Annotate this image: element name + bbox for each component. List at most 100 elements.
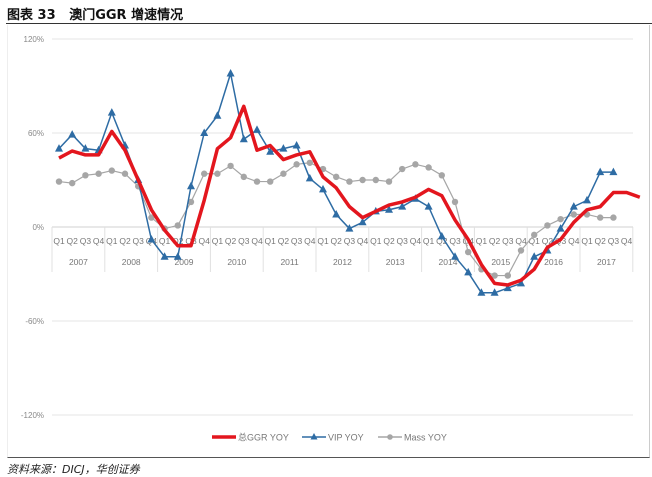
x-tick-label: Q2 (119, 236, 131, 246)
vip-point (556, 224, 565, 232)
vip-point (424, 202, 433, 210)
y-tick-label: -60% (25, 317, 44, 326)
mass-point (531, 231, 538, 239)
y-tick-label: 60% (28, 129, 44, 138)
x-tick-label: Q3 (133, 236, 145, 246)
legend-label: 总GGR YOY (238, 432, 289, 443)
mass-point (491, 272, 498, 279)
mass-point (610, 214, 617, 221)
source-note: 资料来源：DICJ，华创证券 (7, 463, 140, 476)
mass-point (385, 178, 393, 185)
x-tick-label: Q4 (93, 236, 105, 246)
mass-point (108, 167, 116, 174)
mass-point (438, 172, 445, 179)
x-year-label: 2016 (544, 257, 563, 267)
y-tick-label: 0% (32, 223, 44, 232)
vip-point (596, 167, 605, 176)
figure-title: 图表 33 澳门GGR 增速情况 (7, 8, 184, 23)
vip-point (451, 252, 459, 260)
legend-label: Mass YOY (404, 433, 447, 443)
x-tick-label: Q2 (278, 236, 290, 246)
x-tick-label: Q4 (568, 236, 580, 246)
x-tick-label: Q1 (423, 236, 435, 246)
mass-point (69, 179, 76, 187)
x-year-label: 2010 (227, 257, 246, 267)
mass-point (201, 170, 208, 177)
vip-point (292, 141, 301, 149)
x-tick-label: Q3 (502, 236, 514, 246)
vip-point (187, 181, 195, 190)
x-tick-label: Q4 (621, 236, 633, 246)
x-year-label: 2009 (175, 257, 194, 267)
vip-point (398, 202, 407, 210)
vip-point (266, 147, 275, 155)
vip-point (319, 184, 327, 193)
mass-point (95, 170, 102, 177)
y-tick-label: 120% (24, 35, 44, 44)
vip-point (200, 128, 209, 136)
vip-point (437, 231, 446, 240)
x-tick-label: Q3 (608, 236, 620, 246)
x-tick-label: Q1 (317, 236, 329, 246)
mass-point (570, 211, 577, 218)
mass-point (240, 173, 247, 181)
mass-point (399, 165, 406, 173)
x-tick-label: Q1 (159, 236, 171, 246)
vip-point (213, 111, 222, 119)
mass-point (359, 176, 366, 184)
x-tick-label: Q3 (449, 236, 461, 246)
legend-circle-marker (387, 434, 393, 440)
x-tick-label: Q2 (489, 236, 501, 246)
x-tick-label: Q1 (106, 236, 118, 246)
vip-point (305, 173, 314, 182)
x-tick-label: Q1 (53, 236, 65, 246)
x-tick-label: Q4 (199, 236, 211, 246)
x-year-label: 2017 (597, 257, 616, 267)
x-tick-label: Q2 (595, 236, 607, 246)
x-tick-label: Q3 (397, 236, 409, 246)
vip-point (55, 144, 63, 152)
mass-point (121, 170, 129, 177)
x-year-label: 2007 (69, 257, 88, 267)
x-tick-label: Q1 (581, 236, 593, 246)
vip-point (107, 108, 116, 116)
mass-point (557, 215, 564, 223)
mass-point (227, 162, 234, 170)
x-tick-label: Q2 (172, 236, 184, 246)
mass-point (306, 159, 313, 166)
mass-point (544, 222, 551, 229)
x-tick-label: Q2 (67, 236, 79, 246)
vip-point (569, 202, 578, 210)
vip-point (464, 267, 473, 276)
x-tick-label: Q1 (265, 236, 277, 246)
x-tick-label: Q1 (476, 236, 488, 246)
vip-point (583, 195, 591, 204)
chart-frame (7, 25, 650, 458)
vip-point (490, 288, 499, 296)
x-year-label: 2014 (439, 257, 458, 267)
title-divider (6, 23, 652, 24)
vip-point (345, 224, 354, 232)
vip-point (358, 217, 367, 226)
vip-point (68, 130, 77, 138)
mass-point (451, 198, 459, 206)
mass-point (55, 178, 63, 185)
x-tick-label: Q3 (291, 236, 303, 246)
mass-point (346, 178, 353, 185)
mass-point (412, 161, 419, 168)
x-year-label: 2011 (280, 257, 299, 267)
x-tick-label: Q3 (238, 236, 250, 246)
mass-point (372, 176, 379, 184)
x-year-label: 2013 (386, 257, 405, 267)
mass-point (280, 170, 287, 177)
mass-point (333, 173, 340, 181)
x-tick-label: Q2 (436, 236, 448, 246)
vip-point (530, 252, 539, 260)
mass-point (253, 178, 261, 185)
mass-point (504, 272, 511, 279)
y-tick-label: -120% (21, 411, 44, 420)
mass-point (174, 222, 181, 229)
x-tick-label: Q4 (410, 236, 422, 246)
mass-point (465, 248, 472, 256)
